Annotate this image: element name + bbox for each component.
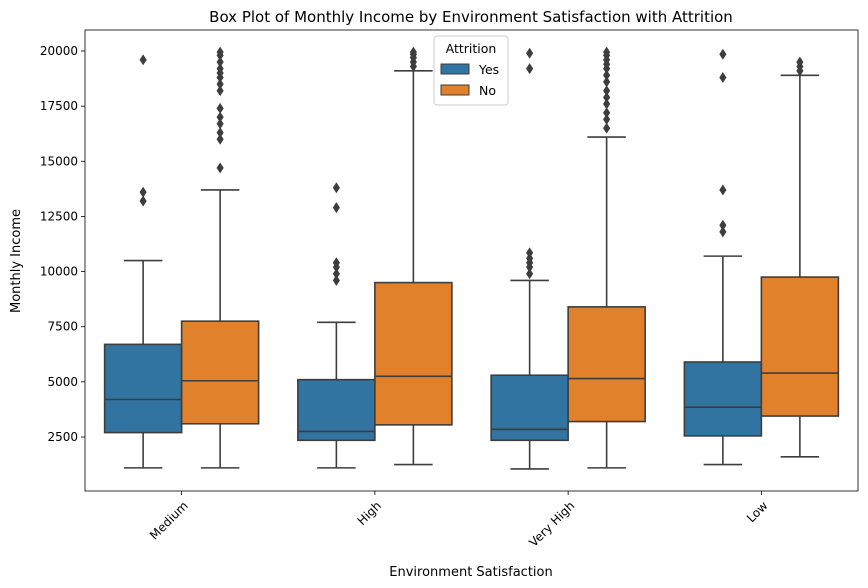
y-axis-label: Monthly Income <box>9 209 24 313</box>
legend-title: Attrition <box>446 41 497 56</box>
y-tick-label: 2500 <box>47 430 78 444</box>
outlier-point <box>526 47 534 59</box>
outlier-point <box>216 127 224 139</box>
y-tick-label: 7500 <box>47 320 78 334</box>
outlier-point <box>216 133 224 145</box>
outlier-point <box>139 195 147 207</box>
outlier-point <box>332 202 340 214</box>
iqr-box <box>567 306 646 423</box>
box-series <box>103 46 840 470</box>
outlier-point <box>139 186 147 198</box>
x-axis-label: Environment Satisfaction <box>389 565 552 580</box>
y-tick-label: 15000 <box>40 154 78 168</box>
outlier-point <box>139 54 147 66</box>
outlier-point <box>332 274 340 286</box>
outlier-point <box>603 107 611 119</box>
outlier-point <box>409 46 417 58</box>
outlier-point <box>603 91 611 103</box>
outlier-point <box>216 102 224 114</box>
outlier-point <box>216 63 224 75</box>
outlier-point <box>526 247 534 259</box>
iqr-box <box>103 343 183 434</box>
outlier-point <box>719 184 727 196</box>
outlier-point <box>216 118 224 130</box>
x-axis: Medium High Very High Low <box>147 491 771 550</box>
y-tick-label: 17500 <box>40 99 78 113</box>
x-tick-label: Very High <box>526 499 577 550</box>
iqr-box <box>683 361 763 437</box>
iqr-box <box>760 276 840 417</box>
x-tick-label: Low <box>744 499 771 526</box>
legend-label-no: No <box>479 83 496 98</box>
y-tick-label: 20000 <box>40 44 78 58</box>
y-tick-label: 10000 <box>40 265 78 279</box>
y-tick-label: 5000 <box>47 375 78 389</box>
outlier-point <box>603 85 611 97</box>
box-no-high <box>374 46 453 466</box>
iqr-box <box>490 374 569 442</box>
box-no-very-high <box>567 46 646 469</box>
x-tick-label: High <box>355 499 384 528</box>
outlier-point <box>603 113 611 125</box>
outlier-point <box>216 56 224 68</box>
legend: Attrition Yes No <box>433 35 509 106</box>
outlier-point <box>526 252 534 264</box>
x-tick-label: Medium <box>147 499 191 543</box>
outlier-point <box>216 85 224 97</box>
plot-area-frame <box>84 29 859 492</box>
iqr-box <box>180 320 260 425</box>
outlier-point <box>603 76 611 88</box>
outlier-point <box>796 56 804 68</box>
outlier-point <box>332 268 340 280</box>
box-yes-low <box>683 48 763 466</box>
iqr-box <box>374 281 453 426</box>
y-tick-label: 12500 <box>40 209 78 223</box>
box-yes-high <box>297 182 376 469</box>
outlier-point <box>719 72 727 83</box>
outlier-point <box>216 162 224 174</box>
outlier-point <box>216 46 224 58</box>
outlier-point <box>603 69 611 81</box>
legend-label-yes: Yes <box>478 62 499 77</box>
chart-title: Box Plot of Monthly Income by Environmen… <box>209 8 733 26</box>
outlier-point <box>216 111 224 123</box>
outlier-point <box>526 63 534 75</box>
outlier-point <box>719 48 727 60</box>
outlier-point <box>332 182 340 194</box>
outlier-point <box>719 226 727 238</box>
y-axis: 2500 5000 7500 10000 12500 15000 17500 20000 <box>40 44 85 444</box>
outlier-point <box>526 268 534 280</box>
outlier-point <box>216 78 224 90</box>
box-yes-medium <box>103 54 183 469</box>
outlier-point <box>332 257 340 269</box>
outlier-point <box>603 46 611 58</box>
outlier-point <box>719 219 727 231</box>
box-no-low <box>760 56 840 458</box>
legend-swatch-yes <box>440 63 470 75</box>
box-yes-very-high <box>490 47 569 470</box>
outlier-point <box>603 122 611 134</box>
outlier-point <box>603 98 611 110</box>
box-no-medium <box>180 46 260 469</box>
legend-swatch-no <box>440 84 470 96</box>
iqr-box <box>297 378 376 442</box>
